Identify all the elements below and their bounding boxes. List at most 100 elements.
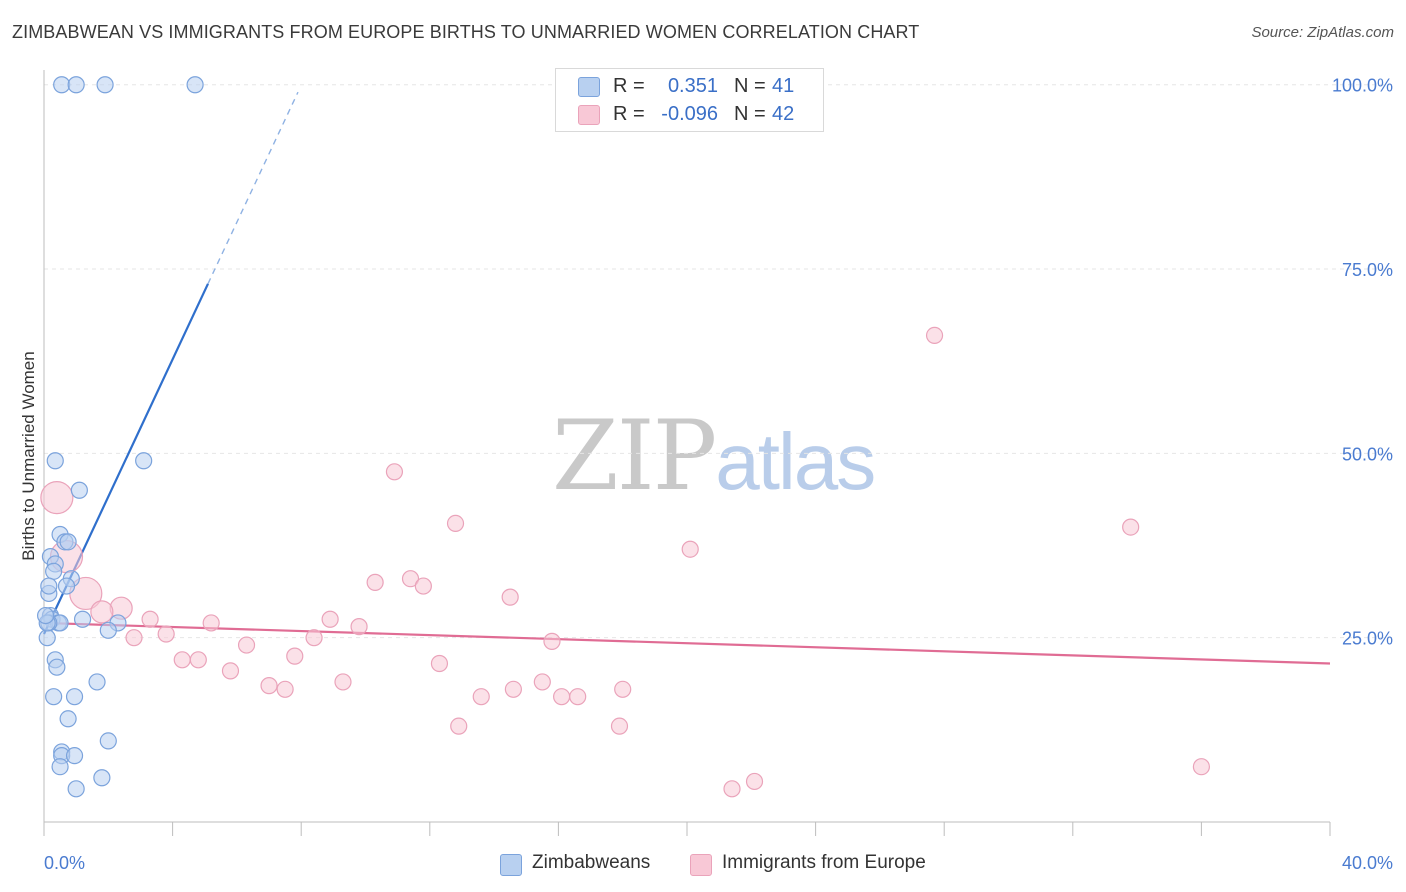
- data-point-zimbabweans: [65, 688, 84, 706]
- data-point-immigrants: [260, 677, 278, 695]
- data-point-immigrants: [472, 688, 490, 706]
- n-label: N =: [734, 103, 766, 125]
- legend-swatch-blue: [500, 854, 522, 876]
- legend-swatch-pink: [578, 105, 600, 125]
- data-point-zimbabweans: [48, 658, 66, 676]
- watermark-atlas: atlas: [715, 417, 876, 506]
- stats-row-zimbabweans: R = 0.351 N = 41: [556, 73, 823, 99]
- data-point-immigrants: [1192, 758, 1211, 776]
- data-point-zimbabweans: [57, 577, 76, 595]
- n-label: N =: [734, 75, 766, 97]
- axes: [43, 70, 1331, 836]
- y-axis-label: Births to Unmarried Women: [19, 351, 38, 560]
- data-point-zimbabweans: [37, 606, 55, 625]
- y-tick-label: 100.0%: [1332, 76, 1393, 96]
- y-tick-label: 50.0%: [1342, 444, 1393, 464]
- data-point-zimbabweans: [51, 758, 69, 776]
- n-value: 41: [772, 75, 795, 97]
- data-point-immigrants: [321, 610, 339, 628]
- data-point-immigrants: [276, 680, 294, 698]
- stats-row-immigrants: R = -0.096 N = 42: [556, 101, 823, 127]
- r-label: R =: [613, 103, 645, 125]
- source-credit: Source: ZipAtlas.com: [1251, 24, 1394, 41]
- data-point-zimbabweans: [67, 76, 85, 94]
- data-point-zimbabweans: [99, 732, 117, 750]
- trend-lines: [43, 91, 1331, 665]
- data-point-immigrants: [553, 688, 571, 706]
- data-point-immigrants: [610, 717, 629, 735]
- gridlines: [44, 84, 1392, 639]
- legend-swatch-blue: [578, 77, 600, 97]
- legend-label: Zimbabweans: [532, 852, 651, 873]
- data-point-immigrants: [533, 673, 551, 691]
- data-point-immigrants: [1122, 518, 1140, 536]
- data-point-immigrants: [450, 717, 468, 735]
- data-point-immigrants: [173, 651, 191, 669]
- data-point-zimbabweans: [135, 452, 153, 470]
- trend-line-zimbabweans-extension: [207, 91, 299, 285]
- series-zimbabweans: [37, 76, 204, 798]
- data-point-immigrants: [40, 481, 74, 515]
- data-point-immigrants: [446, 514, 465, 533]
- data-point-immigrants: [504, 680, 522, 698]
- data-point-immigrants: [543, 632, 561, 650]
- legend-swatch-pink: [690, 854, 712, 876]
- data-point-immigrants: [237, 636, 256, 654]
- data-point-immigrants: [723, 780, 741, 798]
- x-tick-label-left: 0.0%: [44, 853, 85, 873]
- n-value: 42: [772, 103, 795, 125]
- data-point-immigrants: [350, 618, 368, 636]
- data-point-immigrants: [501, 588, 519, 606]
- r-value: -0.096: [661, 103, 718, 125]
- data-point-immigrants: [366, 573, 384, 591]
- data-point-zimbabweans: [45, 562, 63, 580]
- data-point-zimbabweans: [38, 629, 56, 647]
- watermark-zip: ZIP: [552, 400, 717, 512]
- data-point-zimbabweans: [93, 769, 111, 787]
- series-immigrants-from-europe: [40, 326, 1211, 798]
- y-tick-label: 25.0%: [1342, 629, 1393, 649]
- data-point-immigrants: [430, 654, 449, 673]
- data-point-zimbabweans: [70, 481, 88, 499]
- data-point-immigrants: [681, 540, 699, 558]
- data-point-immigrants: [745, 772, 764, 791]
- data-point-zimbabweans: [186, 76, 204, 94]
- chart-title: ZIMBABWEAN VS IMMIGRANTS FROM EUROPE BIR…: [12, 22, 920, 42]
- legend-label: Immigrants from Europe: [722, 852, 926, 873]
- data-point-immigrants: [202, 614, 220, 632]
- data-point-zimbabweans: [99, 621, 117, 639]
- data-point-zimbabweans: [59, 710, 77, 728]
- data-point-zimbabweans: [96, 76, 114, 94]
- data-point-immigrants: [614, 680, 632, 698]
- data-point-immigrants: [141, 610, 159, 628]
- data-point-immigrants: [401, 570, 420, 588]
- data-point-immigrants: [286, 647, 304, 665]
- r-value: 0.351: [667, 75, 718, 97]
- data-point-immigrants: [385, 463, 404, 481]
- data-point-zimbabweans: [65, 747, 84, 765]
- data-point-immigrants: [569, 688, 587, 706]
- data-point-zimbabweans: [59, 533, 77, 551]
- r-label: R =: [613, 75, 645, 97]
- x-tick-label-right: 40.0%: [1342, 853, 1393, 873]
- data-point-immigrants: [157, 625, 175, 643]
- data-point-zimbabweans: [53, 76, 71, 94]
- data-point-immigrants: [221, 662, 240, 680]
- data-point-immigrants: [414, 577, 432, 595]
- y-tick-label: 75.0%: [1342, 260, 1393, 280]
- data-point-zimbabweans: [73, 610, 92, 628]
- data-point-immigrants: [305, 629, 323, 647]
- data-point-immigrants: [189, 651, 207, 669]
- data-point-zimbabweans: [40, 577, 58, 595]
- data-point-zimbabweans: [45, 688, 63, 706]
- tick-labels: 25.0% 50.0% 75.0% 100.0% 0.0% 40.0% Births to …: [19, 76, 1393, 873]
- data-point-immigrants: [125, 629, 143, 647]
- data-point-immigrants: [90, 600, 114, 624]
- data-point-immigrants: [925, 326, 944, 345]
- stats-legend: R = 0.351 N = 41 R = -0.096 N = 42: [555, 68, 824, 132]
- watermark: ZIPatlas: [552, 400, 876, 512]
- trend-line-immigrants: [43, 621, 1331, 665]
- data-point-zimbabweans: [46, 452, 64, 470]
- data-point-zimbabweans: [67, 780, 85, 798]
